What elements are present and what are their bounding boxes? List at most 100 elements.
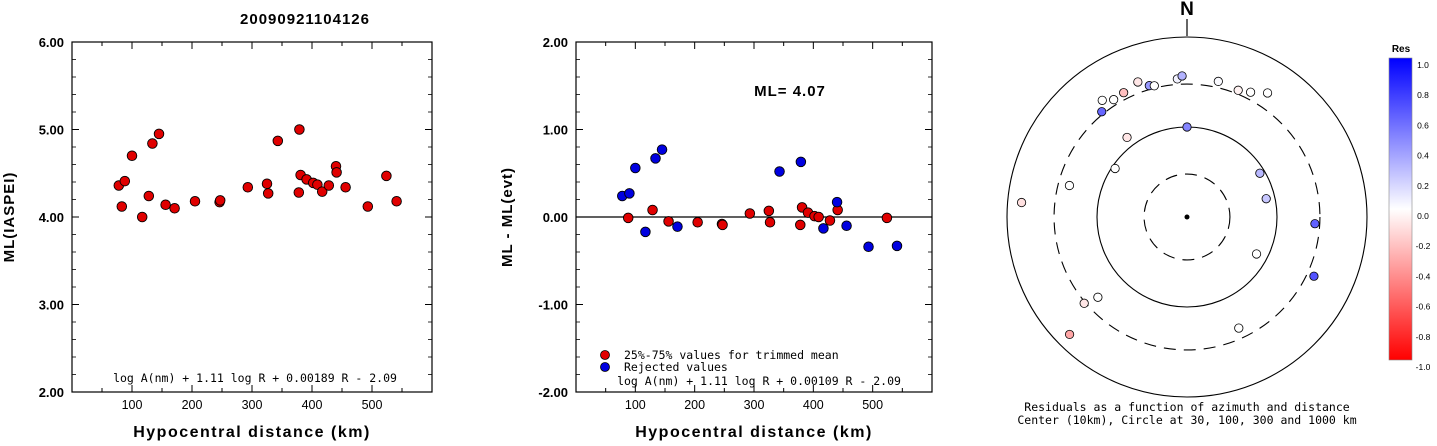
station-point xyxy=(1133,77,1143,87)
x-tick-label: 200 xyxy=(684,398,705,412)
data-point xyxy=(824,215,836,226)
distance-ring-30km xyxy=(1143,173,1231,261)
colorbar-tick-label: 1.0 xyxy=(1417,60,1429,70)
x-tick-label: 500 xyxy=(862,398,883,412)
data-point xyxy=(813,211,824,223)
station-point xyxy=(1110,163,1120,174)
data-point xyxy=(818,223,829,234)
data-point xyxy=(331,167,342,178)
x-tick-label: 100 xyxy=(122,398,143,412)
distance-ring-300km xyxy=(1053,83,1321,351)
colorbar-tick-label: -0.4 xyxy=(1416,271,1431,281)
data-point xyxy=(391,195,402,207)
colorbar-tick-label: -0.8 xyxy=(1416,332,1431,342)
y-tick-label: 3.00 xyxy=(39,298,64,313)
station-points xyxy=(1016,71,1320,340)
y-axis-label: ML - ML(evt) xyxy=(499,167,516,267)
data-point xyxy=(340,181,351,193)
plot-frame xyxy=(71,41,433,393)
data-point xyxy=(717,219,728,231)
x-tick-label: 300 xyxy=(744,398,765,412)
station-point xyxy=(1261,194,1271,204)
x-tick-label: 300 xyxy=(242,398,263,412)
data-point xyxy=(744,208,756,219)
data-point xyxy=(293,187,305,198)
x-axis-label: Hypocentral distance (km) xyxy=(635,424,873,441)
data-point xyxy=(891,240,903,252)
data-point xyxy=(294,124,305,135)
legend-marker-rejected xyxy=(600,362,610,372)
y-tick-label: -1.00 xyxy=(538,298,568,313)
station-point xyxy=(1255,168,1265,178)
data-point xyxy=(763,205,775,217)
colorbar-tick-label: 0.4 xyxy=(1417,151,1429,161)
data-point xyxy=(143,190,155,202)
station-point xyxy=(1119,88,1129,98)
legend-label-trimmed: 25%-75% values for trimmed mean xyxy=(624,348,839,362)
station-point xyxy=(1109,95,1119,105)
residual-colorbar: Res 1.0 0.8 0.6 0.4 0.2 0.0 -0.2 -0.4 -0.6 -0.8 -1… xyxy=(1388,44,1431,372)
ml-vs-distance-panel: 100 200 300 400 500 2.00 3.00 4.00 5.00 6.00 log… xyxy=(1,35,433,441)
station-point xyxy=(1149,81,1159,91)
station-point xyxy=(1177,71,1187,81)
colorbar-title: Res xyxy=(1392,44,1411,55)
x-tick-label: 100 xyxy=(625,398,646,412)
colorbar-gradient xyxy=(1388,57,1413,361)
legend-label-rejected: Rejected values xyxy=(624,360,728,374)
x-tick-label: 500 xyxy=(362,398,383,412)
station-point xyxy=(1097,107,1107,117)
colorbar-tick-label: 0.6 xyxy=(1417,120,1429,130)
ml-annotation: ML= 4.07 xyxy=(754,83,826,100)
colorbar-tick-label: 0.2 xyxy=(1417,181,1429,191)
x-tick-group: 100 200 300 400 500 xyxy=(101,42,403,412)
x-tick-group: 100 200 300 400 500 xyxy=(605,42,903,412)
polar-caption-line2: Center (10km), Circle at 30, 100, 300 an… xyxy=(1017,413,1356,427)
station-point xyxy=(1122,132,1132,143)
y-tick-label: 2.00 xyxy=(39,385,64,400)
y-tick-group: 2.00 3.00 4.00 5.00 6.00 xyxy=(39,35,432,400)
data-point xyxy=(624,188,635,199)
station-point xyxy=(1182,122,1192,132)
data-point xyxy=(841,220,852,231)
station-point xyxy=(1093,292,1103,302)
colorbar-tick-label: -1.0 xyxy=(1416,362,1431,372)
y-axis-label: ML(IASPEI) xyxy=(1,172,18,263)
data-point xyxy=(881,212,893,224)
y-tick-label: 6.00 xyxy=(39,35,64,50)
polar-caption-line1: Residuals as a function of azimuth and d… xyxy=(1024,400,1349,414)
data-point xyxy=(640,226,651,238)
data-point xyxy=(692,216,703,228)
station-point xyxy=(1233,85,1243,95)
residual-vs-distance-panel: 100 200 300 400 500 -2.00 -1.00 0.00 1.00 2.00 M… xyxy=(499,35,933,441)
data-point xyxy=(323,180,335,191)
epicenter-marker xyxy=(1184,214,1190,220)
data-point xyxy=(214,195,226,206)
data-point xyxy=(795,219,806,231)
formula-label: log A(nm) + 1.11 log R + 0.00109 R - 2.0… xyxy=(617,374,901,388)
station-point xyxy=(1309,271,1319,281)
station-point xyxy=(1064,329,1075,340)
data-points xyxy=(113,124,402,223)
data-point xyxy=(126,150,138,161)
data-point xyxy=(647,204,658,216)
x-tick-label: 400 xyxy=(302,398,323,412)
station-point xyxy=(1016,197,1027,208)
data-point xyxy=(136,211,148,223)
north-label: N xyxy=(1180,0,1194,20)
data-point xyxy=(272,135,284,147)
y-tick-label: 2.00 xyxy=(543,35,568,50)
station-point xyxy=(1079,298,1089,308)
station-point xyxy=(1245,87,1256,97)
data-point xyxy=(261,178,273,189)
data-point xyxy=(381,170,392,182)
azimuth-distance-panel: N Residuals as a function of azimuth and… xyxy=(1006,0,1368,427)
x-tick-label: 200 xyxy=(182,398,203,412)
x-axis-label: Hypocentral distance (km) xyxy=(133,424,371,441)
data-point xyxy=(189,195,201,207)
data-point xyxy=(262,188,274,199)
x-tick-label: 400 xyxy=(803,398,824,412)
data-point xyxy=(147,138,158,149)
data-point xyxy=(663,216,674,227)
data-point xyxy=(672,221,683,232)
